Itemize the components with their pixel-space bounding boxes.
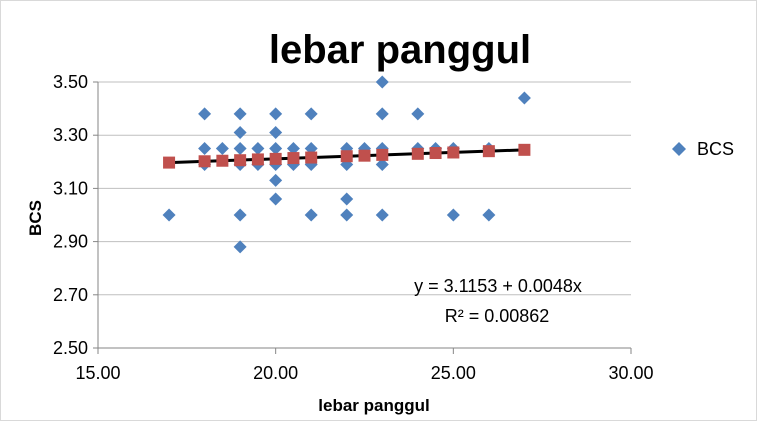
y-tick-label: 3.10 (53, 178, 88, 198)
x-axis-label: lebar panggul (318, 396, 429, 415)
predicted-data-point (251, 153, 264, 166)
y-tick-label: 2.50 (53, 338, 88, 358)
predicted-data-point (234, 154, 247, 167)
predicted-data-point (163, 156, 176, 169)
bcs-data-point (233, 142, 247, 155)
trendline-equation: y = 3.1153 + 0.0048x (414, 276, 582, 296)
predicted-data-point (518, 143, 531, 156)
trendline-r-squared: R² = 0.00862 (445, 306, 550, 326)
bcs-data-point (251, 142, 265, 155)
bcs-data-point (269, 173, 283, 187)
bcs-data-point (233, 240, 247, 254)
predicted-data-point (287, 152, 300, 165)
x-tick-label: 20.00 (253, 363, 298, 383)
bcs-data-point (517, 91, 531, 105)
y-tick-label: 2.70 (53, 285, 88, 305)
predicted-data-point (198, 155, 211, 168)
bcs-data-point (286, 142, 300, 155)
legend-label-bcs: BCS (697, 139, 734, 159)
bcs-data-point (162, 208, 176, 222)
data-series (162, 75, 531, 254)
bcs-data-point (198, 107, 212, 121)
predicted-data-point (305, 151, 318, 164)
predicted-data-point (447, 146, 460, 159)
chart-title: lebar panggul (269, 28, 531, 72)
predicted-data-point (411, 147, 424, 160)
predicted-data-point (482, 145, 495, 158)
bcs-data-point (411, 107, 425, 121)
y-tick-label: 3.30 (53, 125, 88, 145)
bcs-data-point (233, 208, 247, 222)
legend-marker-bcs (672, 142, 686, 156)
x-tick-label: 15.00 (75, 363, 120, 383)
bcs-data-point (198, 142, 212, 155)
bcs-data-point (233, 126, 247, 140)
bcs-data-point (304, 208, 318, 222)
predicted-data-point (358, 149, 371, 162)
y-axis-label: BCS (26, 200, 45, 236)
bcs-data-point (340, 208, 354, 222)
bcs-data-point (375, 75, 389, 89)
y-tick-label: 3.50 (53, 72, 88, 92)
bcs-data-point (375, 208, 389, 222)
bcs-data-point (269, 107, 283, 121)
bcs-data-point (375, 157, 389, 171)
bcs-data-point (304, 107, 318, 121)
bcs-data-point (482, 208, 496, 222)
axes: 2.50 2.70 2.90 3.10 3.30 3.50 15.00 20.00 25.00 3… (53, 72, 654, 383)
bcs-data-point (233, 107, 247, 121)
predicted-data-point (216, 154, 229, 167)
bcs-data-point (375, 107, 389, 121)
bcs-data-point (215, 142, 229, 155)
y-tick-label: 2.90 (53, 232, 88, 252)
bcs-data-point (269, 126, 283, 140)
bcs-data-point (340, 192, 354, 206)
predicted-data-point (376, 148, 389, 161)
predicted-data-point (340, 150, 353, 163)
x-tick-label: 25.00 (431, 363, 476, 383)
predicted-data-point (429, 147, 442, 160)
legend: BCS (672, 139, 734, 159)
predicted-data-point (269, 152, 282, 165)
x-tick-label: 30.00 (608, 363, 653, 383)
bcs-data-point (446, 208, 460, 222)
bcs-data-point (269, 142, 283, 155)
bcs-data-point (269, 192, 283, 206)
